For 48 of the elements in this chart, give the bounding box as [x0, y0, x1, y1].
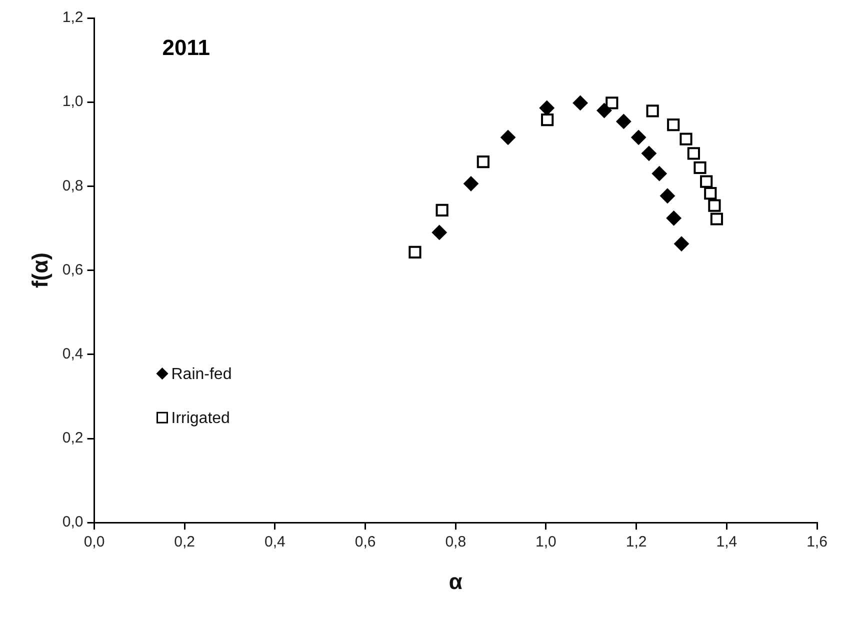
- point: [687, 147, 700, 160]
- y-axis-title: f(α): [27, 252, 52, 288]
- x-tick-label: 0,8: [445, 534, 466, 551]
- point: [700, 175, 713, 188]
- y-tick-label: 0,6: [62, 261, 84, 278]
- y-tick-label: 0,4: [62, 346, 84, 363]
- point: [539, 100, 554, 116]
- point: [667, 118, 680, 132]
- point: [652, 166, 667, 182]
- y-tick-label: 1,0: [62, 93, 84, 110]
- point: [631, 130, 646, 145]
- point: [704, 187, 717, 200]
- point: [541, 113, 554, 126]
- x-tick-label: 0,4: [264, 534, 286, 551]
- point: [666, 210, 682, 226]
- x-tick-label: 1,0: [536, 534, 556, 551]
- point: [708, 199, 721, 212]
- point: [408, 246, 422, 259]
- x-tick-label: 1,2: [626, 534, 647, 551]
- point: [436, 204, 448, 216]
- point: [694, 161, 706, 174]
- y-tick-label: 0,8: [62, 177, 84, 194]
- x-tick-label: 0,6: [354, 534, 376, 551]
- y-tick-label: 0,2: [62, 430, 84, 447]
- point: [680, 132, 692, 146]
- point: [660, 188, 675, 204]
- point: [641, 146, 656, 161]
- point: [572, 95, 588, 110]
- text: 2011: [162, 35, 210, 60]
- point: [432, 224, 447, 240]
- point: [596, 103, 612, 118]
- point: [674, 236, 689, 252]
- point: [500, 130, 516, 145]
- point: [606, 96, 618, 110]
- x-tick-label: 1,4: [716, 534, 738, 551]
- point: [476, 156, 490, 168]
- x-tick-label: 1,6: [806, 534, 828, 551]
- legend-label: Rain-fed: [171, 366, 232, 384]
- x-tick-label: 0,2: [174, 534, 196, 551]
- point: [710, 212, 724, 226]
- y-tick-label: 1,2: [62, 9, 84, 26]
- x-axis-title: α: [448, 568, 463, 594]
- point: [646, 104, 659, 118]
- x-tick-label: 0,0: [84, 534, 105, 551]
- y-tick-label: 0,0: [62, 514, 84, 531]
- legend-label: Irrigated: [171, 410, 230, 428]
- point: [616, 114, 632, 129]
- point: [463, 176, 478, 192]
